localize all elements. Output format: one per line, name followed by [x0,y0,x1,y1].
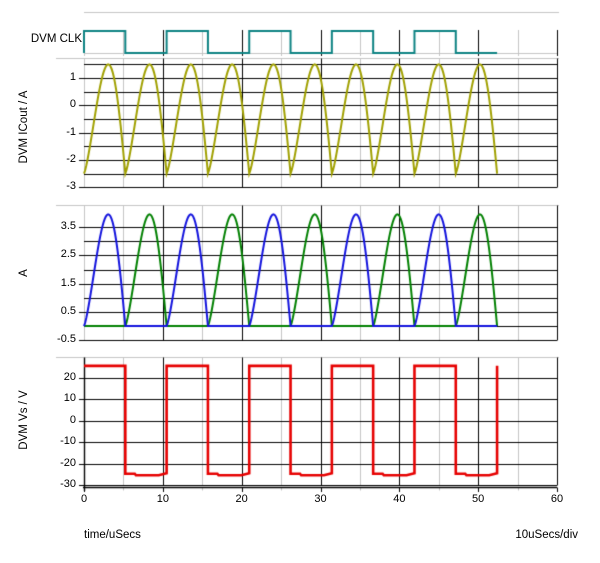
y-tick-label: -20 [60,456,76,469]
y-tick-label: -2 [66,152,76,165]
y-tick-label: 0 [69,413,76,426]
y-tick-label: 3.5 [60,220,76,233]
y-tick-label: -30 [60,478,76,491]
y-tick-label: -10 [60,435,76,448]
y-tick-label: 1.5 [60,276,76,289]
panel-vs-axis-title: DVM Vs / V [18,390,30,450]
y-tick-label: 20 [63,370,76,383]
x-axis-scale-note: 10uSecs/div [515,529,578,541]
y-tick-label: 2.5 [60,248,76,261]
y-tick-label: 0 [69,98,76,111]
x-tick-label: 20 [235,493,248,505]
x-tick-label: 30 [314,493,327,505]
y-tick-label: -3 [66,180,76,193]
x-tick-label: 50 [472,493,485,505]
panel-clk-title: DVM CLK [30,33,82,45]
y-tick-label: 10 [63,392,76,405]
y-tick-label: -1 [66,125,76,138]
x-tick-label: 0 [80,493,88,505]
x-tick-label: 10 [156,493,169,505]
y-tick-label: 1 [69,71,76,83]
x-tick-label: 60 [550,493,564,505]
x-axis-title: time/uSecs [84,529,141,541]
y-tick-label: -0.5 [57,333,76,346]
y-tick-label: 0.5 [60,304,76,317]
x-tick-label: 40 [393,493,406,505]
